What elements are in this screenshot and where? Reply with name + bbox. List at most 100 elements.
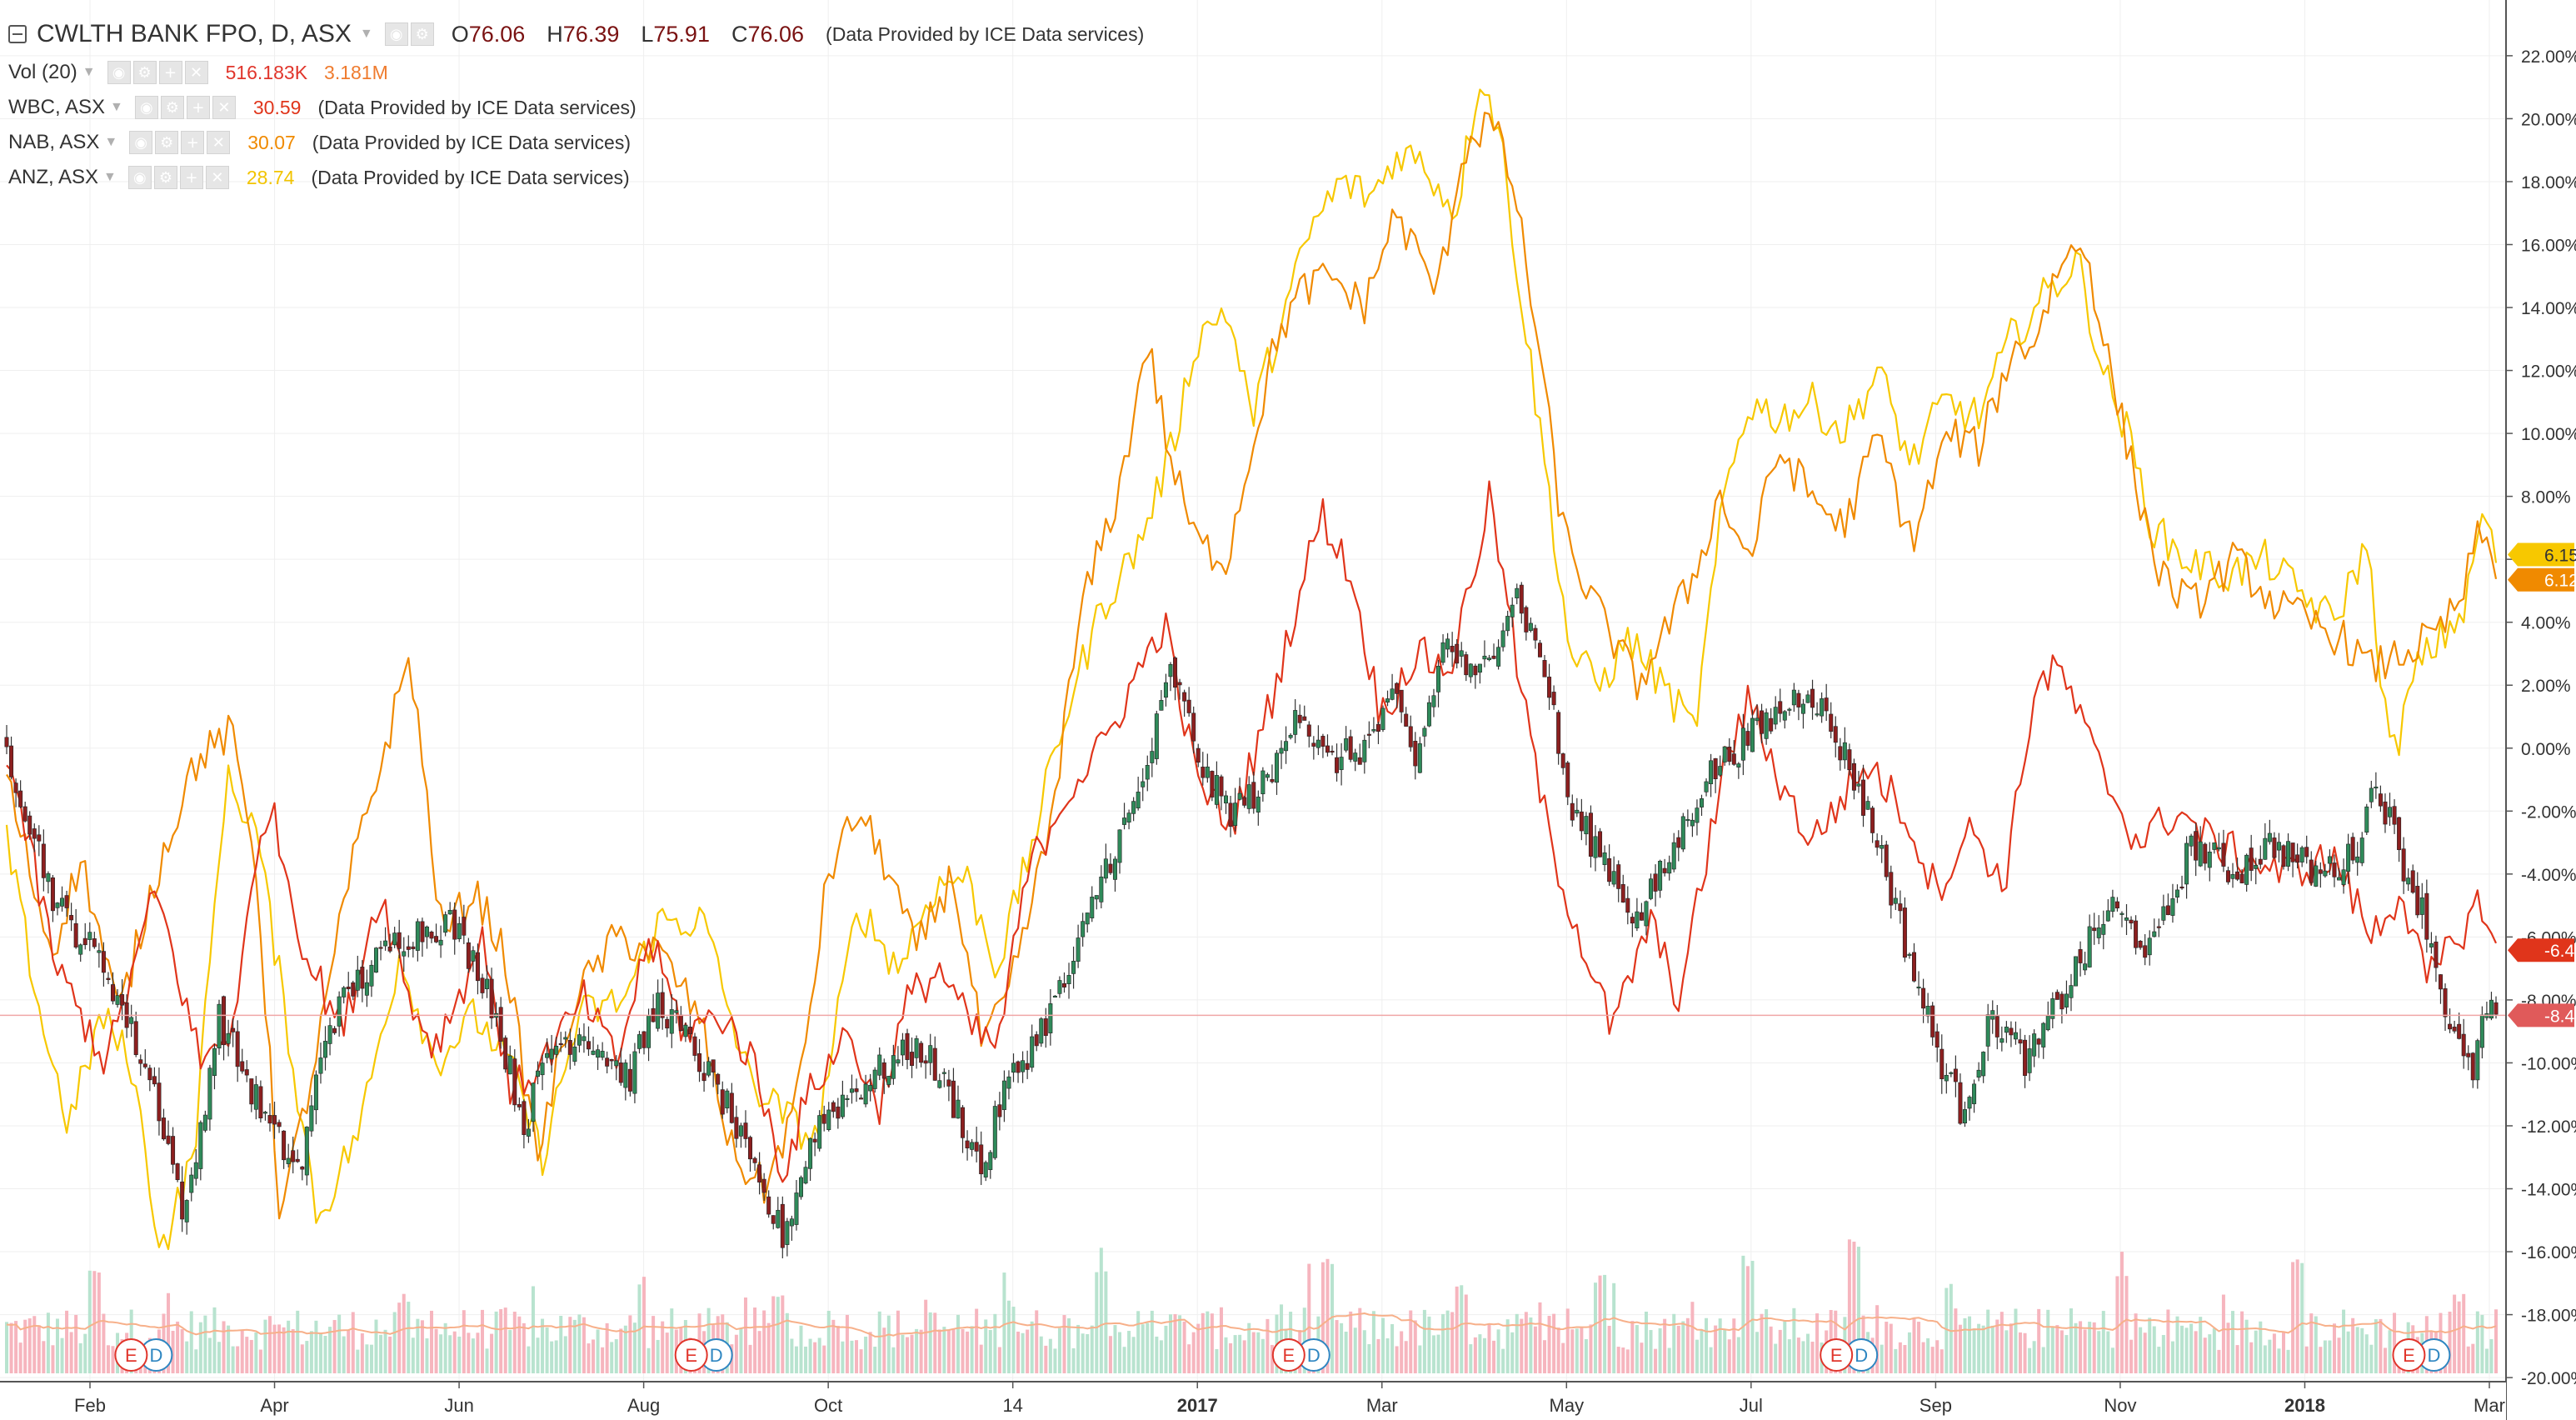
candle[interactable] (129, 1004, 134, 1038)
candle[interactable] (64, 890, 69, 918)
chevron-down-icon[interactable]: ▼ (104, 135, 118, 149)
candle[interactable] (1820, 692, 1825, 723)
candle[interactable] (1486, 654, 1491, 662)
study-name[interactable]: ANZ, ASX (8, 166, 99, 188)
candle[interactable] (272, 1101, 277, 1139)
candle[interactable] (2212, 842, 2217, 854)
candle[interactable] (378, 940, 383, 961)
candle[interactable] (2179, 875, 2184, 890)
candle[interactable] (979, 1131, 984, 1185)
candle[interactable] (1731, 740, 1736, 766)
candle[interactable] (1122, 802, 1127, 830)
candle[interactable] (877, 1047, 882, 1081)
candle[interactable] (1071, 946, 1076, 989)
candle[interactable] (2225, 866, 2230, 885)
candle[interactable] (1233, 788, 1238, 832)
candle[interactable] (2009, 1021, 2014, 1048)
candle[interactable] (369, 960, 374, 998)
candle[interactable] (1949, 1071, 1954, 1078)
candle[interactable] (1579, 798, 1584, 841)
candle[interactable] (1496, 639, 1501, 670)
study-name[interactable]: NAB, ASX (8, 131, 100, 153)
candle[interactable] (627, 1053, 632, 1097)
candle[interactable] (992, 1100, 997, 1160)
candle[interactable] (1150, 738, 1155, 778)
candle[interactable] (2434, 935, 2439, 982)
candle[interactable] (392, 927, 397, 948)
candle[interactable] (1445, 632, 1450, 658)
candle[interactable] (2341, 858, 2346, 894)
candle[interactable] (1274, 750, 1279, 795)
candle[interactable] (1981, 1051, 1986, 1083)
candle[interactable] (831, 1100, 836, 1118)
candle[interactable] (2092, 912, 2097, 945)
candle[interactable] (706, 1057, 711, 1078)
candle[interactable] (1224, 790, 1229, 814)
candle[interactable] (2286, 833, 2291, 872)
candle[interactable] (69, 902, 74, 932)
candle[interactable] (697, 1038, 702, 1082)
candle[interactable] (988, 1150, 993, 1179)
candle[interactable] (2147, 930, 2152, 966)
earnings-dividend-marker[interactable]: DE (114, 1338, 173, 1372)
candle[interactable] (881, 1058, 886, 1094)
wbc-series-line[interactable] (6, 480, 2497, 1183)
study-name[interactable]: WBC, ASX (8, 96, 106, 118)
candle[interactable] (1778, 688, 1783, 722)
candle[interactable] (1690, 812, 1695, 838)
candle[interactable] (50, 875, 55, 922)
candle[interactable] (46, 871, 51, 894)
candle[interactable] (462, 904, 467, 944)
candle[interactable] (1944, 1063, 1949, 1094)
candle[interactable] (267, 1102, 272, 1132)
candle[interactable] (2355, 842, 2360, 876)
candle[interactable] (142, 1049, 147, 1069)
candle[interactable] (757, 1152, 762, 1195)
candle[interactable] (1736, 762, 1741, 779)
candle[interactable] (1131, 797, 1136, 822)
candle[interactable] (1256, 790, 1261, 826)
candle[interactable] (115, 988, 120, 1008)
candle[interactable] (1653, 864, 1658, 907)
candle[interactable] (928, 1033, 933, 1076)
candle[interactable] (2401, 837, 2406, 894)
candle[interactable] (1999, 1026, 2004, 1052)
candle[interactable] (2327, 849, 2332, 875)
candle[interactable] (614, 1055, 619, 1081)
candle[interactable] (1842, 727, 1847, 769)
candle[interactable] (457, 917, 462, 942)
candle[interactable] (443, 911, 448, 937)
candle[interactable] (2074, 956, 2079, 987)
candle[interactable] (572, 1038, 577, 1066)
candle[interactable] (1556, 709, 1561, 765)
candle[interactable] (2364, 803, 2369, 835)
candle[interactable] (507, 1045, 512, 1075)
candle[interactable] (849, 1074, 854, 1104)
eye-icon[interactable]: ◉ (129, 131, 153, 154)
candle[interactable] (2392, 799, 2397, 834)
time-axis-bg[interactable] (0, 1382, 2506, 1420)
candle[interactable] (175, 1162, 180, 1182)
chevron-down-icon[interactable]: ▼ (82, 65, 96, 79)
candle[interactable] (623, 1059, 628, 1101)
earnings-dividend-marker[interactable]: DE (674, 1338, 733, 1372)
candle[interactable] (2314, 860, 2319, 888)
candle[interactable] (1357, 743, 1362, 765)
candle[interactable] (577, 1028, 582, 1052)
candle[interactable] (956, 1085, 961, 1119)
candle[interactable] (1607, 844, 1612, 887)
candle[interactable] (1214, 761, 1219, 809)
candle[interactable] (489, 968, 494, 1029)
candle[interactable] (402, 937, 407, 972)
candle[interactable] (1034, 1031, 1039, 1052)
candle[interactable] (360, 960, 365, 1002)
candle[interactable] (133, 1012, 138, 1058)
candle[interactable] (1177, 678, 1182, 700)
candle[interactable] (1030, 1024, 1035, 1072)
gear-icon[interactable]: ⚙ (410, 22, 434, 46)
candle[interactable] (1639, 902, 1644, 921)
candle[interactable] (27, 811, 32, 840)
candle[interactable] (600, 1042, 605, 1061)
candle[interactable] (1856, 771, 1861, 793)
candle[interactable] (946, 1069, 951, 1102)
